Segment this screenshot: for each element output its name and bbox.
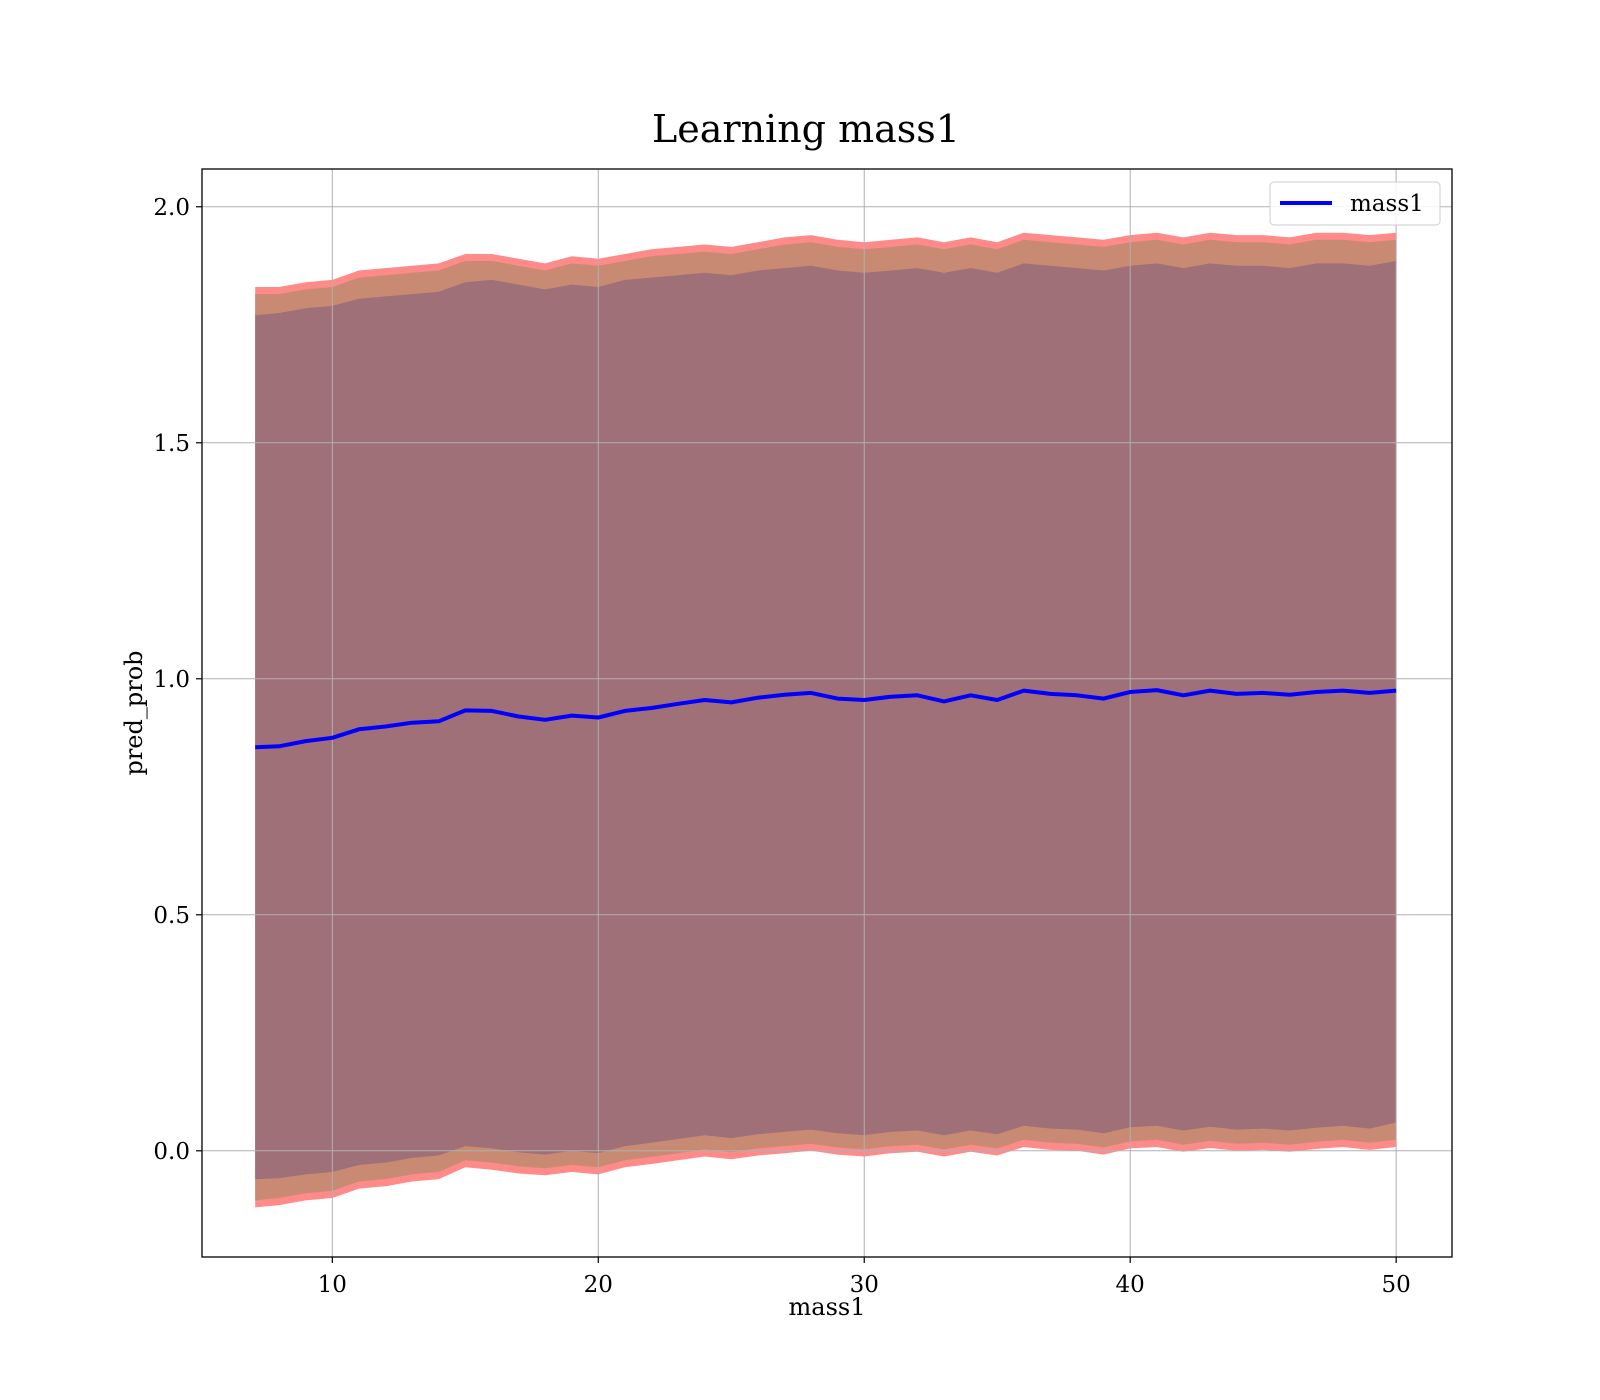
y-tick-label: 0.5 <box>153 903 190 929</box>
legend-label-mass1: mass1 <box>1350 191 1424 217</box>
plot-frame <box>201 168 1453 1258</box>
x-tick-label: 10 <box>318 1272 347 1298</box>
y-tick-label: 1.5 <box>153 431 190 457</box>
y-tick-label: 1.0 <box>153 667 190 693</box>
x-axis-ticks: 10 20 30 40 50 <box>318 1257 1411 1298</box>
legend: mass1 <box>1269 181 1441 226</box>
y-tick-label: 0.0 <box>153 1139 190 1165</box>
x-axis-label: mass1 <box>789 1293 866 1321</box>
y-axis-label: pred_prob <box>120 650 148 775</box>
x-tick-label: 30 <box>850 1272 879 1298</box>
x-tick-label: 20 <box>584 1272 613 1298</box>
legend-box <box>1269 181 1441 226</box>
y-tick-label: 2.0 <box>153 195 190 221</box>
x-tick-label: 40 <box>1116 1272 1145 1298</box>
chart-title: Learning mass1 <box>652 107 960 151</box>
series-lines <box>255 688 1397 750</box>
x-tick-label: 50 <box>1382 1272 1411 1298</box>
grid <box>202 169 1452 1257</box>
confidence-band-3 <box>255 261 1397 1180</box>
series-line-mass1 <box>255 688 1397 750</box>
confidence-bands <box>255 232 1397 1208</box>
y-axis-ticks: 0.0 0.5 1.0 1.5 2.0 <box>153 195 202 1165</box>
